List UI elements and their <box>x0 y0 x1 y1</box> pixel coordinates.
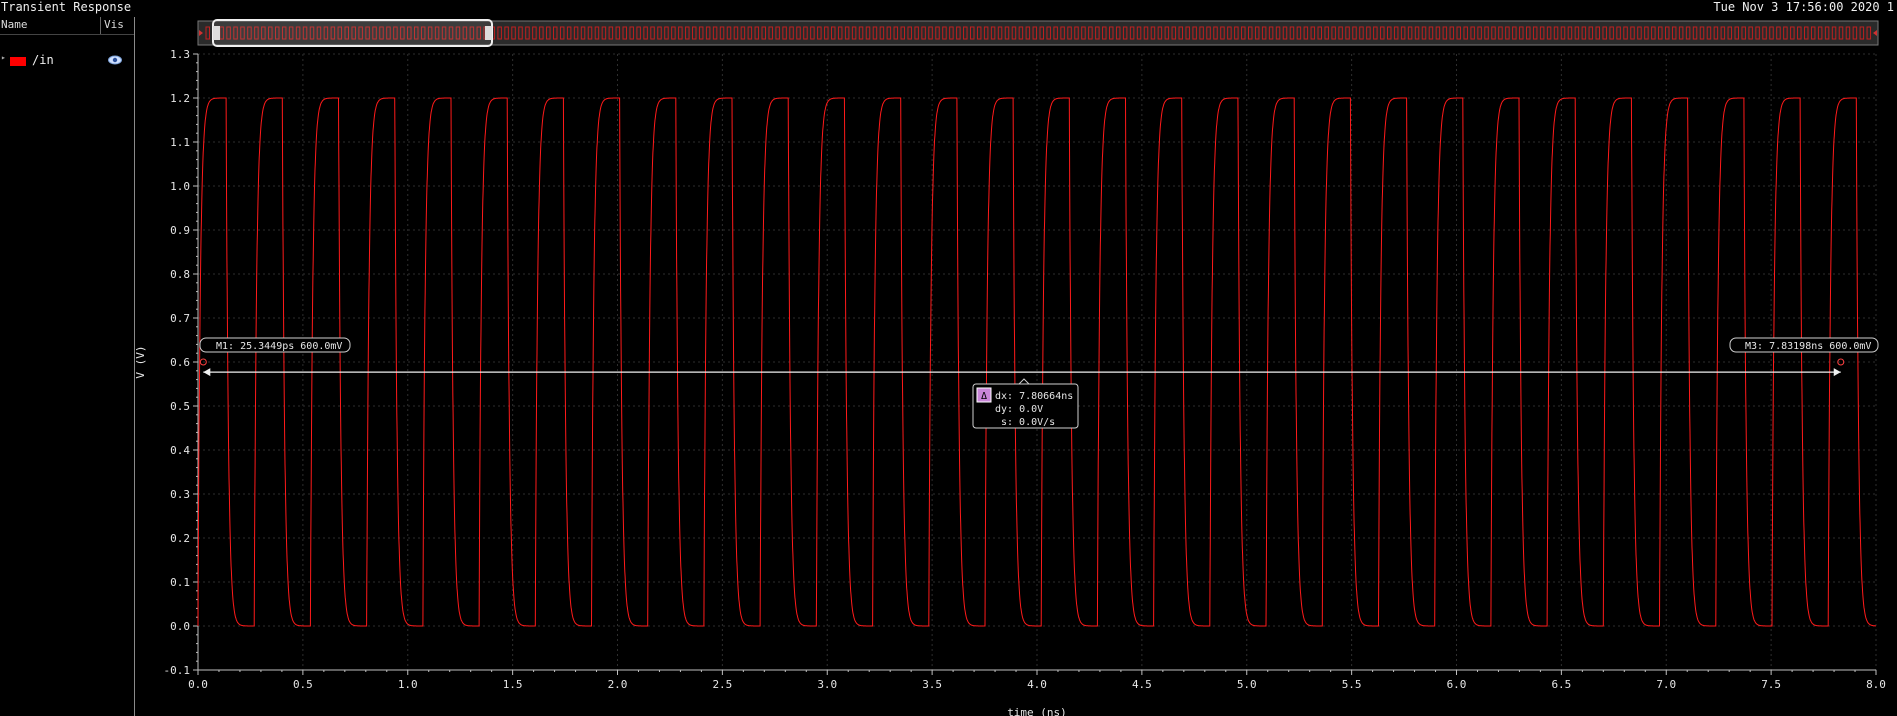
y-tick-label: 0.6 <box>170 356 190 369</box>
y-axis-label: V (V) <box>134 345 147 378</box>
delta-icon <box>976 387 992 403</box>
y-tick-label: -0.1 <box>164 664 191 677</box>
signal-color-swatch <box>10 57 26 66</box>
x-tick-label: 5.5 <box>1342 678 1362 691</box>
zoom-scrollbar-waveform <box>205 26 1872 40</box>
delta-dx: dx: 7.80664ns <box>995 391 1073 402</box>
x-tick-label: 5.0 <box>1237 678 1257 691</box>
x-tick-label: 3.5 <box>922 678 942 691</box>
x-tick-label: 4.0 <box>1027 678 1047 691</box>
x-tick-label: 8.0 <box>1866 678 1886 691</box>
column-header-name[interactable]: Name <box>1 18 28 31</box>
x-tick-label: 1.5 <box>503 678 523 691</box>
x-tick-label: 3.0 <box>817 678 837 691</box>
legend-header: Name Vis <box>0 17 134 35</box>
eye-icon[interactable] <box>108 55 122 65</box>
zoom-handle-right[interactable] <box>485 26 492 40</box>
x-tick-label: 2.0 <box>608 678 628 691</box>
y-tick-label: 1.2 <box>170 92 190 105</box>
x-tick-label: 0.5 <box>293 678 313 691</box>
zoom-handle-left[interactable] <box>213 26 220 40</box>
delta-arrow-left-icon <box>203 368 211 377</box>
signal-name: /in <box>32 53 54 67</box>
legend-row-in[interactable]: ▸ /in <box>0 53 134 69</box>
y-tick-label: 0.9 <box>170 224 190 237</box>
marker-m3-label-box[interactable] <box>1729 337 1879 353</box>
zoom-scrollbar-track[interactable] <box>197 20 1879 46</box>
trace-in[interactable] <box>197 97 1876 627</box>
window-title: Transient Response <box>1 0 132 14</box>
y-tick-label: 0.2 <box>170 532 190 545</box>
title-bar: Transient Response Tue Nov 3 17:56:00 20… <box>0 0 1897 17</box>
scroll-left-arrow-icon[interactable] <box>199 30 203 36</box>
x-tick-label: 0.0 <box>188 678 208 691</box>
row-expander-icon[interactable]: ▸ <box>1 53 6 62</box>
delta-pointer-icon <box>1017 378 1031 385</box>
timestamp: Tue Nov 3 17:56:00 2020 1 <box>1713 0 1894 14</box>
x-tick-label: 7.0 <box>1656 678 1676 691</box>
y-tick-label: 0.4 <box>170 444 190 457</box>
x-tick-label: 2.5 <box>712 678 732 691</box>
zoom-scrollbar-thumb[interactable] <box>212 19 493 47</box>
x-tick-label: 1.0 <box>398 678 418 691</box>
x-tick-label: 6.5 <box>1551 678 1571 691</box>
x-tick-label: 6.0 <box>1447 678 1467 691</box>
delta-dy: dy: 0.0V <box>995 404 1043 415</box>
y-tick-label: 0.0 <box>170 620 190 633</box>
legend-panel: Name Vis ▸ /in <box>0 17 135 716</box>
marker-m3-point[interactable] <box>1837 358 1845 366</box>
marker-m1-label: M1: 25.3449ps 600.0mV <box>216 341 342 352</box>
x-axis-label: time (ns) <box>1007 706 1067 716</box>
delta-slope: s: 0.0V/s <box>1001 417 1055 428</box>
y-tick-label: 1.0 <box>170 180 190 193</box>
delta-arrow-right-icon <box>1833 368 1841 377</box>
y-tick-label: 1.1 <box>170 136 190 149</box>
delta-icon-symbol: Δ <box>981 391 987 402</box>
y-tick-label: 0.1 <box>170 576 190 589</box>
x-tick-label: 7.5 <box>1761 678 1781 691</box>
marker-m1-point[interactable] <box>199 358 207 366</box>
y-tick-label: 0.7 <box>170 312 190 325</box>
y-tick-label: 0.8 <box>170 268 190 281</box>
column-divider[interactable] <box>100 17 101 34</box>
x-tick-label: 4.5 <box>1132 678 1152 691</box>
column-header-vis[interactable]: Vis <box>104 18 124 31</box>
marker-m3-label: M3: 7.83198ns 600.0mV <box>1745 341 1871 352</box>
y-tick-label: 0.3 <box>170 488 190 501</box>
scroll-right-arrow-icon[interactable] <box>1873 30 1877 36</box>
y-tick-label: 1.3 <box>170 48 190 61</box>
marker-m1-label-box[interactable] <box>199 337 351 353</box>
y-tick-label: 0.5 <box>170 400 190 413</box>
